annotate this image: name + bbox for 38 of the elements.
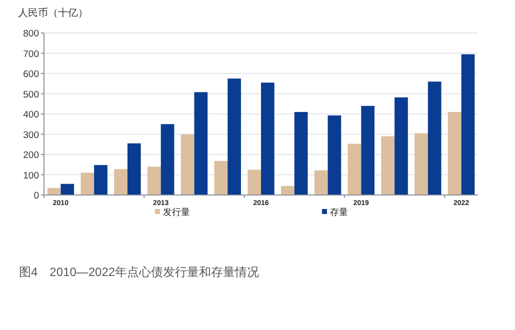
y-tick-label: 0 (34, 190, 39, 202)
bar (448, 112, 462, 195)
y-axis-title: 人民币（十亿） (18, 7, 88, 19)
bar (281, 186, 294, 195)
bar (60, 184, 74, 195)
bar (114, 169, 128, 195)
legend-label: 存量 (330, 207, 348, 217)
bar (127, 143, 141, 195)
bar (261, 82, 274, 195)
bar (80, 172, 94, 195)
y-tick-label: 500 (23, 89, 39, 100)
bar (428, 82, 442, 195)
y-tick-label: 400 (23, 110, 39, 120)
bar (214, 160, 228, 195)
bar (160, 124, 174, 195)
bar (248, 170, 261, 195)
bar (394, 97, 408, 195)
bar (361, 106, 375, 195)
y-tick-label: 100 (23, 170, 39, 182)
bar (180, 134, 194, 195)
text: 图4 2010—2022年点心债发行量和存量情况 (19, 265, 260, 279)
y-tick-label: 700 (23, 48, 39, 60)
bar (147, 166, 161, 195)
y-tick-label: 800 (23, 28, 39, 40)
bar (294, 112, 308, 195)
bar (328, 115, 342, 195)
bar (228, 78, 241, 195)
legend-label: 发行量 (163, 207, 190, 217)
bar (94, 165, 108, 195)
y-tick-label: 600 (23, 69, 39, 80)
bar (381, 136, 395, 195)
bar (414, 133, 428, 195)
y-tick-label: 300 (23, 130, 39, 141)
bar (194, 92, 208, 195)
bar (348, 144, 362, 195)
y-tick-label: 200 (23, 150, 39, 161)
bar (461, 54, 475, 195)
bar (314, 170, 328, 195)
